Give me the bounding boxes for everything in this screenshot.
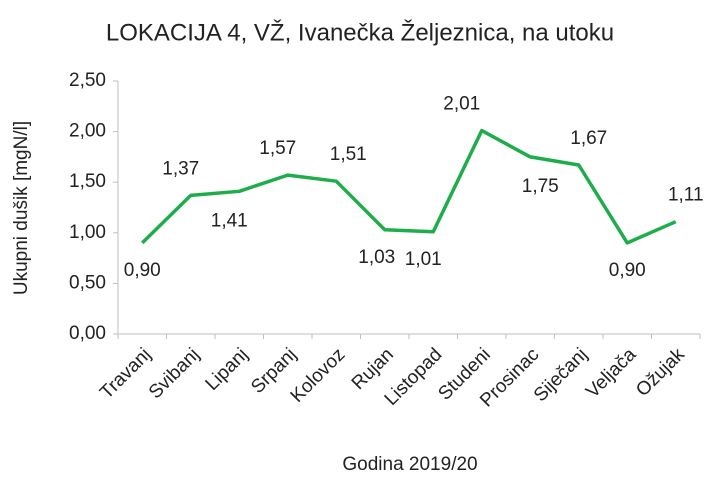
- data-label: 2,01: [443, 94, 480, 115]
- y-tick-label: 0,00: [69, 323, 106, 344]
- data-label: 1,57: [259, 138, 296, 159]
- data-label: 1,01: [405, 249, 442, 270]
- x-tick-label: Lipanj: [202, 344, 253, 395]
- x-tick-label: Veljača: [582, 344, 640, 402]
- data-label: 1,03: [358, 247, 395, 268]
- data-label: 1,67: [570, 128, 607, 149]
- y-tick-label: 0,50: [69, 272, 106, 293]
- x-tick-label: Svibanj: [145, 344, 204, 403]
- data-label: 0,90: [609, 260, 646, 281]
- y-tick-label: 1,50: [69, 171, 106, 192]
- data-label: 1,37: [162, 158, 199, 179]
- x-tick-label: Ožujak: [632, 344, 689, 401]
- data-label: 1,11: [668, 185, 704, 206]
- data-label: 1,75: [522, 176, 559, 197]
- y-axis-title: Ukupni dušik [mgN/l]: [11, 121, 32, 295]
- y-tick-label: 2,50: [69, 70, 106, 91]
- line-series: [141, 128, 677, 245]
- chart-title: LOKACIJA 4, VŽ, Ivanečka Željeznica, na …: [106, 19, 614, 46]
- x-tick-label: Travanj: [96, 344, 155, 403]
- data-label: 1,41: [211, 210, 248, 231]
- x-tick-label: Kolovoz: [287, 344, 350, 407]
- x-tick-label: Siječanj: [530, 344, 592, 406]
- x-axis-title: Godina 2019/20: [342, 454, 477, 475]
- y-tick-label: 1,00: [69, 222, 106, 243]
- y-tick-label: 2,00: [69, 121, 106, 142]
- data-label: 1,51: [330, 144, 367, 165]
- data-label: 0,90: [124, 260, 161, 281]
